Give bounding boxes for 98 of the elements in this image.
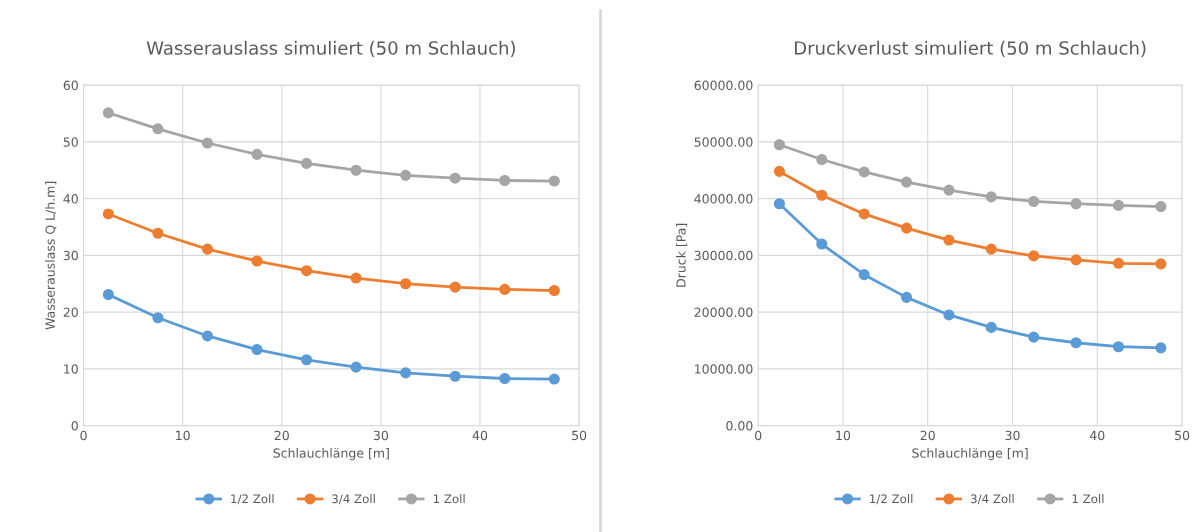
- point: [548, 175, 560, 187]
- point: [350, 164, 362, 176]
- x-tick-label: 40: [472, 430, 488, 441]
- x-tick-label: 30: [373, 430, 389, 441]
- point: [499, 372, 511, 385]
- point: [1112, 257, 1125, 269]
- point: [943, 234, 955, 246]
- x-tick-label: 10: [176, 430, 190, 441]
- point: [943, 309, 955, 321]
- point: [858, 166, 870, 178]
- x-tick-label: 50: [572, 430, 587, 441]
- y-tick-label: 0.00: [726, 421, 753, 431]
- point: [301, 265, 313, 277]
- x-tick-label: 20: [920, 430, 935, 441]
- point: [152, 312, 164, 324]
- point: [1155, 258, 1167, 270]
- point: [449, 281, 461, 293]
- y-tick-label: 30: [63, 250, 78, 261]
- point: [251, 255, 263, 267]
- y-tick-label: 0: [71, 421, 78, 431]
- x-tick-label: 10: [836, 430, 851, 441]
- legend-label: 3/4 Zoll: [332, 494, 375, 505]
- point: [816, 238, 828, 250]
- x-axis-title: Schlauchlänge [m]: [273, 448, 389, 461]
- point: [1070, 254, 1082, 266]
- y-tick-label: 40000.00: [694, 194, 753, 204]
- point: [773, 165, 785, 177]
- legend-label: 1 Zoll: [433, 494, 465, 504]
- x-tick-label: 40: [1089, 430, 1105, 441]
- point: [1155, 201, 1167, 213]
- point: [201, 243, 214, 255]
- point: [201, 137, 214, 149]
- point: [201, 330, 214, 342]
- y-tick-label: 20000.00: [694, 307, 753, 318]
- point: [773, 139, 785, 151]
- x-tick-label: 30: [1005, 430, 1020, 441]
- point: [816, 189, 828, 201]
- point: [1070, 198, 1082, 210]
- point: [251, 148, 263, 160]
- x-tick-label: 0: [80, 430, 87, 441]
- x-tick-label: 50: [1175, 430, 1190, 441]
- point: [816, 153, 828, 166]
- x-tick-label: 0: [755, 430, 762, 441]
- y-axis-title: Druck [Pa]: [676, 223, 688, 287]
- point: [449, 370, 461, 382]
- x-axis-title: Schlauchlänge [m]: [912, 448, 1028, 461]
- point: [400, 367, 412, 379]
- point: [449, 172, 461, 184]
- y-tick-label: 40: [63, 194, 78, 204]
- x-tick-label: 20: [274, 430, 289, 441]
- point: [1112, 341, 1125, 353]
- point: [858, 269, 870, 281]
- point: [900, 222, 913, 234]
- point: [301, 354, 313, 366]
- point: [1028, 250, 1040, 262]
- point: [858, 208, 870, 220]
- point: [1028, 331, 1040, 343]
- point: [102, 208, 114, 220]
- point: [900, 291, 913, 303]
- point: [773, 198, 785, 210]
- point: [548, 373, 560, 385]
- legend-label: 1/2 Zoll: [870, 494, 913, 505]
- y-tick-label: 10: [64, 364, 78, 374]
- point: [1070, 337, 1082, 349]
- y-axis-title: Wasserauslass Q L/h.m]: [45, 181, 57, 330]
- point: [350, 272, 362, 284]
- point: [301, 157, 313, 169]
- y-tick-label: 20: [63, 307, 78, 318]
- point: [102, 288, 114, 301]
- point: [1028, 195, 1040, 208]
- point: [499, 283, 511, 295]
- point: [102, 107, 114, 119]
- point: [152, 123, 164, 135]
- y-tick-label: 10000.00: [695, 364, 753, 374]
- y-tick-label: 60: [63, 80, 78, 91]
- point: [1112, 199, 1125, 211]
- point: [251, 344, 263, 356]
- point: [985, 191, 997, 203]
- point: [499, 174, 511, 187]
- point: [1155, 342, 1167, 354]
- point: [943, 184, 955, 196]
- legend-label: 1 Zoll: [1072, 494, 1104, 504]
- point: [350, 361, 362, 373]
- point: [400, 169, 412, 181]
- y-tick-label: 50: [63, 137, 78, 147]
- chart-title: Druckverlust simuliert (50 m Schlauch): [795, 40, 1146, 57]
- point: [985, 243, 997, 255]
- point: [900, 176, 913, 188]
- y-tick-label: 30000.00: [694, 250, 753, 261]
- legend-label: 3/4 Zoll: [970, 494, 1014, 505]
- point: [548, 284, 560, 297]
- chart-title: Wasserauslass simuliert (50 m Schlauch): [146, 40, 515, 57]
- legend-label: 1/2 Zoll: [231, 494, 274, 505]
- point: [152, 227, 164, 239]
- y-tick-label: 50000.00: [694, 137, 753, 147]
- y-tick-label: 60000.00: [694, 80, 753, 91]
- point: [400, 278, 412, 290]
- point: [985, 321, 997, 333]
